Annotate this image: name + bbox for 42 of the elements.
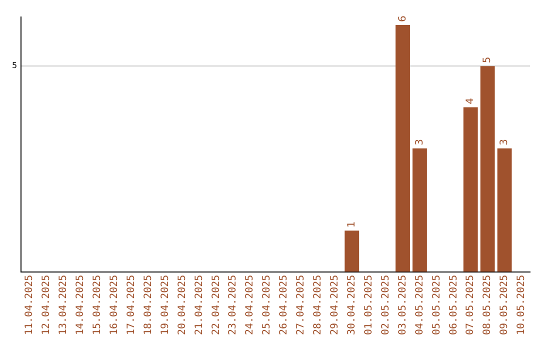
x-tick-label: 26.04.2025 (278, 274, 290, 336)
x-tick-label: 04.05.2025 (414, 274, 426, 336)
bar (412, 148, 427, 272)
x-tick-label: 06.05.2025 (448, 274, 460, 336)
x-tick-label: 18.04.2025 (142, 274, 154, 336)
x-tick-label: 07.05.2025 (465, 274, 476, 336)
x-tick-label: 30.04.2025 (346, 274, 358, 336)
data-label: 3 (414, 139, 426, 146)
x-tick-label: 16.04.2025 (108, 274, 120, 336)
data-label: 4 (465, 98, 476, 104)
x-tick-label: 20.04.2025 (176, 274, 188, 336)
x-tick-label: 22.04.2025 (210, 274, 222, 336)
x-tick-label: 13.04.2025 (58, 274, 70, 336)
x-tick-label: 11.04.2025 (24, 274, 36, 336)
x-tick-label: 01.05.2025 (363, 274, 374, 336)
bar (396, 25, 410, 272)
x-tick-label: 14.04.2025 (75, 274, 86, 336)
data-label: 5 (482, 56, 494, 64)
x-tick-label: 03.05.2025 (397, 274, 408, 336)
x-tick-label: 27.04.2025 (296, 274, 307, 336)
x-tick-label: 23.04.2025 (228, 274, 239, 336)
x-tick-label: 21.04.2025 (194, 274, 205, 336)
x-tick-label: 05.05.2025 (431, 274, 442, 336)
data-label: 6 (397, 16, 408, 22)
x-tick-label: 25.04.2025 (262, 274, 273, 336)
x-tick-label: 28.04.2025 (312, 274, 324, 336)
bar (497, 148, 512, 272)
x-tick-label: 09.05.2025 (499, 274, 510, 336)
x-tick-label: 24.04.2025 (244, 274, 256, 336)
x-tick-label: 19.04.2025 (160, 274, 171, 336)
x-tick-label: 02.05.2025 (380, 274, 392, 336)
data-label: 3 (499, 139, 510, 146)
x-tick-label: 15.04.2025 (92, 274, 104, 336)
x-tick-label: 29.04.2025 (330, 274, 341, 336)
bar (463, 107, 478, 272)
x-tick-label: 08.05.2025 (482, 274, 494, 336)
x-tick-label: 12.04.2025 (41, 274, 52, 336)
data-label: 1 (346, 221, 358, 228)
bar (480, 66, 495, 272)
x-tick-label: 10.05.2025 (516, 274, 528, 336)
x-tick-label: 17.04.2025 (126, 274, 137, 336)
bar (344, 230, 360, 272)
